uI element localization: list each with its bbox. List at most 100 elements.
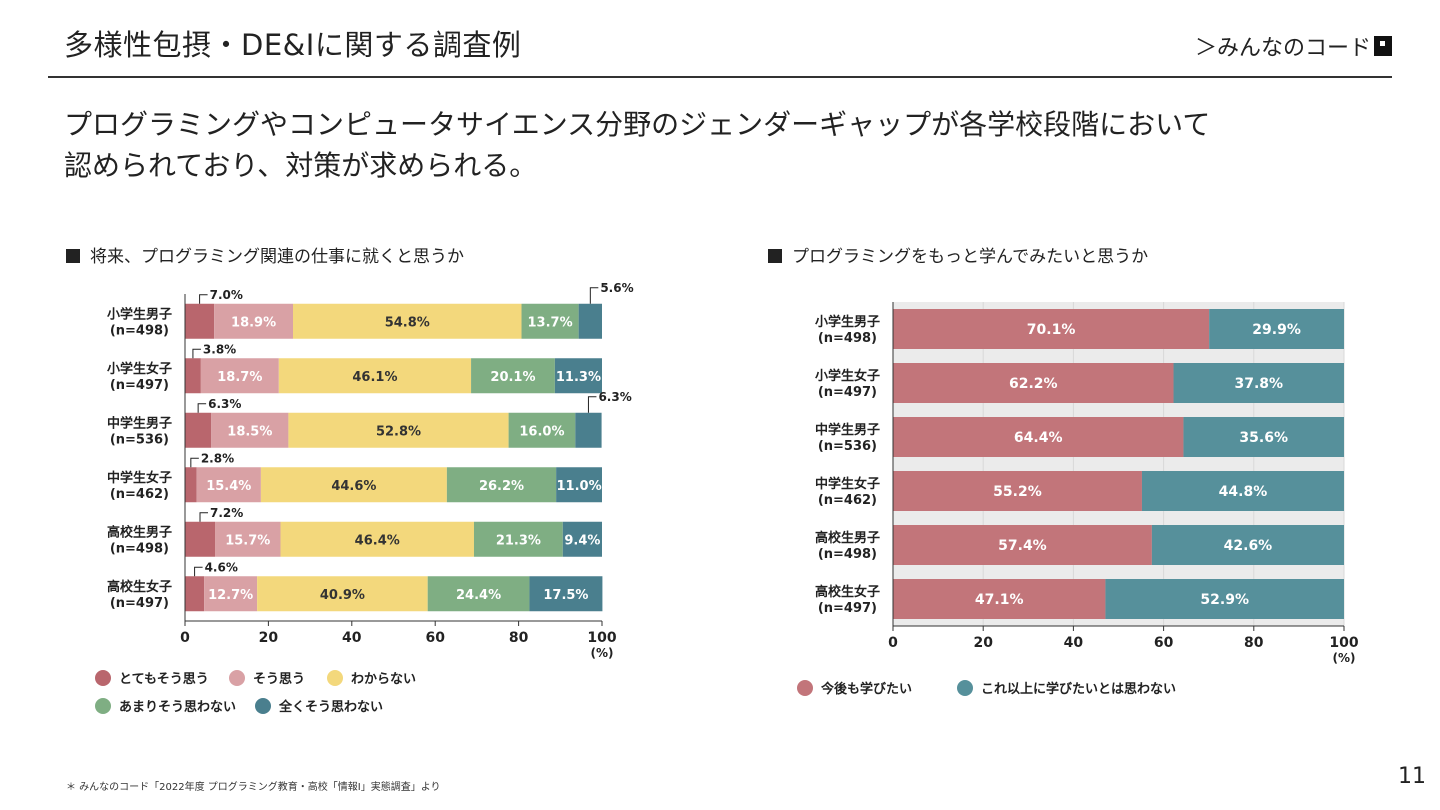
bar-segment	[280, 521, 474, 557]
legend-marker	[255, 698, 271, 714]
data-label: 15.7%	[225, 533, 270, 548]
legend-label: わからない	[351, 672, 416, 687]
category-label: 高校生男子	[815, 530, 880, 546]
callout-line	[589, 287, 599, 304]
data-label: 13.7%	[528, 315, 573, 330]
category-sample-size: (n=498)	[110, 541, 169, 556]
bar-segment	[1141, 471, 1344, 511]
data-label: 55.2%	[993, 484, 1042, 500]
title-divider	[48, 76, 1392, 78]
x-tick-label: 0	[888, 635, 898, 651]
bar-segment	[508, 412, 576, 448]
data-label: 54.8%	[385, 315, 430, 330]
x-tick-label: 40	[342, 630, 362, 646]
data-label: 21.3%	[496, 533, 541, 548]
category-sample-size: (n=536)	[110, 432, 169, 447]
bar-segment	[278, 358, 472, 394]
callout-line	[199, 512, 209, 522]
bar-segment	[893, 525, 1152, 565]
bar-segment	[1173, 363, 1344, 403]
data-label: 11.3%	[556, 370, 601, 385]
bar-segment	[562, 521, 602, 557]
bar-segment	[185, 467, 197, 503]
data-label: 70.1%	[1027, 322, 1076, 338]
data-label: 12.7%	[208, 588, 253, 603]
category-sample-size: (n=462)	[818, 493, 877, 508]
bar-segment	[260, 467, 447, 503]
bar-segment	[214, 303, 294, 339]
x-tick-label: 20	[259, 630, 279, 646]
data-label: 6.3%	[598, 390, 631, 404]
category-sample-size: (n=498)	[818, 331, 877, 346]
category-sample-size: (n=497)	[818, 601, 877, 616]
x-tick-label: 80	[509, 630, 529, 646]
data-label: 35.6%	[1239, 430, 1288, 446]
category-sample-size: (n=498)	[110, 323, 169, 338]
data-label: 5.6%	[600, 281, 633, 295]
callout-line	[587, 396, 597, 413]
bar-segment	[427, 576, 530, 612]
data-label: 7.0%	[210, 288, 243, 302]
data-label: 37.8%	[1234, 376, 1283, 392]
bar-segment	[200, 358, 279, 394]
data-label: 44.6%	[331, 479, 376, 494]
data-label: 7.2%	[210, 506, 243, 520]
bar-segment	[556, 467, 602, 503]
bar-segment	[554, 358, 602, 394]
bar-segment	[471, 358, 555, 394]
headline: プログラミングやコンピュータサイエンス分野のジェンダーギャップが各学校段階におい…	[64, 104, 1210, 186]
data-label: 15.4%	[206, 479, 251, 494]
bar-segment	[185, 303, 215, 339]
category-label: 小学生男子	[107, 306, 172, 322]
learning-desire-chart: 小学生男子(n=498)70.1% 29.9%小学生女子(n=497)62.2% 3…	[797, 302, 1359, 697]
legend-marker	[95, 698, 111, 714]
headline-line-1: プログラミングやコンピュータサイエンス分野のジェンダーギャップが各学校段階におい…	[64, 108, 1211, 141]
bar-segment	[1105, 579, 1344, 619]
category-label: 高校生男子	[107, 524, 172, 540]
bar-segment	[185, 576, 205, 612]
x-tick-label: 100	[1329, 635, 1358, 651]
category-sample-size: (n=536)	[818, 439, 877, 454]
bar-segment	[288, 412, 509, 448]
category-sample-size: (n=498)	[818, 547, 877, 562]
bar-segment	[578, 303, 602, 339]
bar-segment	[1183, 417, 1344, 457]
callout-line	[199, 294, 208, 304]
category-label: 中学生女子	[815, 476, 880, 492]
bar-segment	[893, 579, 1106, 619]
career-expectation-chart: 小学生男子(n=498)7.0%18.9% 54.8% 13.7%5.6%小学生女子…	[95, 281, 634, 715]
data-label: 26.2%	[479, 479, 524, 494]
data-label: 44.8%	[1219, 484, 1268, 500]
legend-label: 全くそう思わない	[278, 699, 383, 715]
data-label: 4.6%	[205, 560, 238, 574]
data-label: 18.5%	[227, 424, 272, 439]
x-tick-label: 40	[1064, 635, 1084, 651]
data-label: 52.8%	[376, 424, 421, 439]
data-label: 29.9%	[1252, 322, 1301, 338]
headline-line-2: 認められており、対策が求められる。	[64, 149, 538, 182]
x-tick-label: 0	[180, 630, 190, 646]
bar-segment	[446, 467, 557, 503]
callout-line	[194, 566, 203, 577]
category-sample-size: (n=497)	[818, 385, 877, 400]
x-axis-unit: (%)	[591, 646, 614, 660]
data-label: 17.5%	[543, 588, 588, 603]
data-label: 52.9%	[1200, 592, 1249, 608]
category-label: 高校生女子	[815, 584, 880, 600]
data-label: 2.8%	[201, 451, 234, 465]
bar-segment	[473, 521, 563, 557]
left-chart-title-text: 将来、プログラミング関連の仕事に就くと思うか	[90, 247, 464, 267]
legend-label: あまりそう思わない	[119, 700, 236, 715]
x-tick-label: 20	[973, 635, 993, 651]
category-label: 中学生男子	[107, 415, 172, 431]
x-tick-label: 60	[425, 630, 445, 646]
category-label: 小学生男子	[815, 314, 880, 330]
brand-mark-icon	[1374, 36, 1392, 56]
category-label: 中学生女子	[107, 470, 172, 486]
legend-marker	[957, 680, 973, 696]
bar-segment	[893, 471, 1142, 511]
callout-line	[190, 457, 199, 468]
callout-line	[192, 348, 201, 359]
category-label: 小学生女子	[815, 368, 880, 384]
bar-segment	[1151, 525, 1344, 565]
